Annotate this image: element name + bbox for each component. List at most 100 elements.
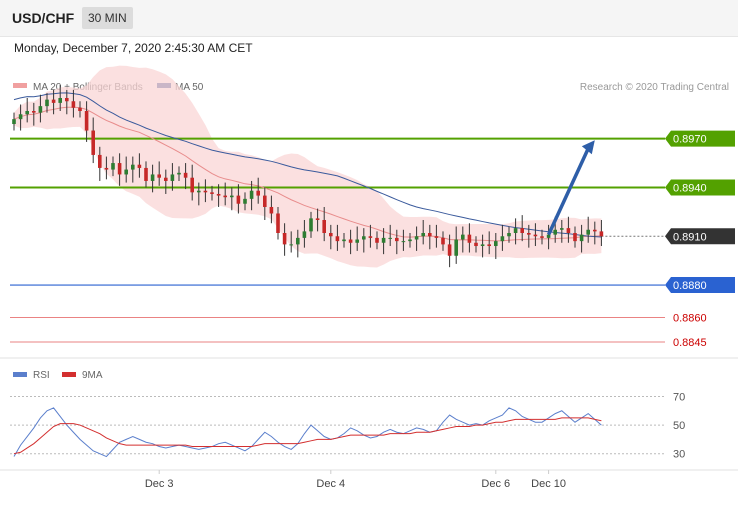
candle-body [131, 164, 135, 170]
level-label-text: 0.8860 [673, 313, 707, 325]
candle-body [348, 239, 353, 243]
candle-body [177, 172, 181, 175]
symbol-label: USD/CHF [12, 10, 75, 26]
candle-body [395, 237, 399, 242]
candle-body [381, 237, 386, 243]
candle-body [560, 228, 564, 230]
candle-body [263, 195, 267, 207]
level-label-box [665, 130, 735, 147]
candle-body [25, 111, 29, 115]
candle-body [203, 190, 208, 193]
price-levels [10, 137, 665, 343]
legend-swatch-9ma [62, 372, 76, 377]
candle-body [540, 236, 544, 238]
candle-body [269, 206, 274, 214]
candle-body [51, 99, 56, 103]
candle-body [111, 163, 115, 170]
candle-body [309, 218, 313, 232]
level-label-text: 0.8880 [673, 280, 707, 292]
top-bar: USD/CHF 30 MIN [0, 0, 738, 37]
candle-body [599, 231, 604, 237]
candle-body [78, 107, 82, 112]
candle-body [124, 169, 128, 175]
legend-swatch-rsi [13, 372, 27, 377]
candle-body [230, 195, 234, 198]
candle-body [441, 237, 445, 245]
candle-body [302, 231, 307, 238]
candle-body [566, 228, 571, 234]
candle-body [137, 164, 142, 168]
candle-body [513, 228, 518, 234]
candle-body [315, 218, 320, 220]
legend-label-rsi: RSI [33, 370, 50, 381]
x-axis: Dec 3 Dec 4 Dec 6 Dec 10 [145, 470, 566, 490]
rsi-levels: 70 50 30 [10, 391, 685, 461]
candle-body [157, 174, 161, 178]
datetime-label: Monday, December 7, 2020 2:45:30 AM CET [14, 41, 253, 55]
forecast-arrow-head [581, 140, 595, 155]
candle-body [579, 234, 584, 242]
candle-body [144, 167, 148, 181]
candle-body [197, 190, 201, 193]
candle-body [58, 98, 62, 103]
level-label-box [665, 179, 735, 196]
candle-body [408, 239, 412, 242]
candle-body [487, 244, 491, 247]
candle-body [256, 190, 260, 196]
candle-body [546, 234, 551, 238]
level-label-text: 0.8845 [673, 337, 707, 349]
level-label-box [665, 277, 735, 294]
x-tick-label: Dec 6 [481, 478, 510, 490]
candle-body [375, 237, 379, 243]
forecast-arrow [547, 140, 595, 236]
legend-label-9ma: 9MA [82, 370, 103, 381]
rsi-line [13, 407, 602, 458]
candles [12, 84, 604, 268]
level-label-box [665, 228, 735, 245]
candle-body [243, 198, 247, 204]
candle-body [553, 229, 557, 235]
x-tick-label: Dec 3 [145, 478, 174, 490]
level-label-text: 0.8970 [673, 134, 707, 146]
level-label-text: 0.8940 [673, 182, 707, 194]
candle-body [276, 213, 280, 234]
candle-body [98, 154, 102, 168]
candle-body [164, 177, 168, 181]
candle-body [296, 237, 300, 245]
candle-body [104, 167, 109, 170]
candle-body [190, 177, 194, 193]
candle-body [183, 172, 188, 178]
candle-body [71, 101, 76, 108]
level-labels: 0.8970 0.8940 0.8910 0.8880 0.8860 0.8845 [665, 130, 735, 349]
candle-body [474, 242, 478, 247]
candle-body [454, 239, 458, 256]
candle-body [355, 239, 359, 243]
timeframe-button[interactable]: 30 MIN [82, 7, 133, 29]
candle-body [520, 228, 524, 234]
legend-label-ma50: MA 50 [175, 82, 204, 93]
bollinger-bands [14, 65, 602, 268]
candle-body [573, 233, 577, 242]
candle-body [368, 236, 373, 238]
x-tick-label: Dec 10 [531, 478, 566, 490]
candle-body [467, 234, 472, 243]
candle-body [18, 114, 23, 120]
rsi-level-label: 50 [673, 420, 685, 432]
candle-body [434, 236, 439, 238]
candle-body [593, 229, 597, 232]
rsi-9ma-line [13, 417, 602, 455]
candle-body [170, 174, 175, 181]
candle-body [65, 98, 69, 102]
candle-body [507, 233, 511, 237]
candle-body [494, 241, 498, 247]
candle-body [480, 244, 485, 247]
forecast-arrow-shaft [547, 146, 591, 236]
candle-body [216, 193, 221, 196]
candle-body [236, 195, 241, 204]
candle-body [223, 195, 227, 198]
candle-body [289, 244, 293, 246]
candle-body [401, 241, 406, 243]
candle-body [414, 236, 419, 240]
candle-body [500, 236, 505, 242]
